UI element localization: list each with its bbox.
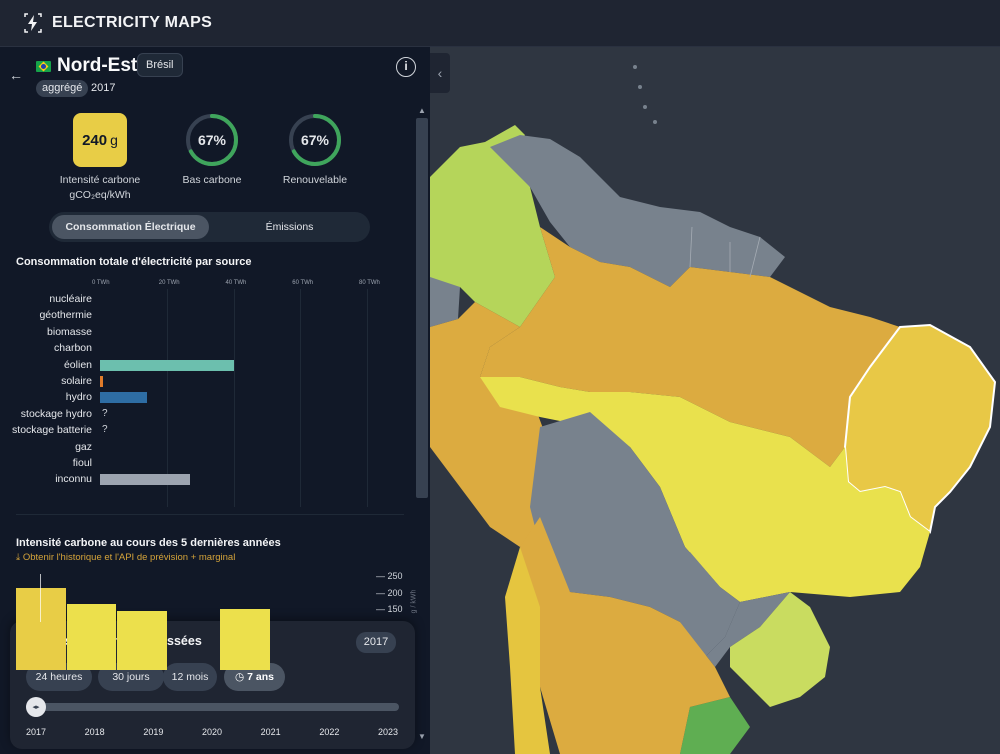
aggregate-badge: aggrégé — [36, 80, 89, 97]
source-label: biomasse — [47, 325, 92, 338]
uruguay-region[interactable] — [680, 697, 750, 754]
source-label: charbon — [54, 342, 92, 355]
download-icon: ⤓ — [16, 552, 21, 563]
source-label: géothermie — [39, 309, 92, 322]
time-slider-thumb[interactable]: ◂▸ — [26, 697, 46, 717]
lightning-icon — [24, 13, 42, 33]
source-label: éolien — [63, 358, 92, 371]
unknown-value-label: ? — [102, 407, 108, 419]
history-bar[interactable] — [117, 610, 167, 670]
source-label: fioul — [72, 457, 92, 469]
history-chart-title: Intensité carbone au cours des 5 dernièr… — [16, 537, 281, 549]
renewable-ring — [289, 114, 341, 166]
source-chart-title: Consommation totale d'électricité par so… — [16, 256, 252, 268]
intensity-unit: g — [110, 132, 118, 148]
panel-scrollbar[interactable] — [416, 118, 428, 498]
axis-tick-label: 60 TWh — [292, 280, 314, 286]
axis-tick-label: 40 TWh — [225, 280, 247, 286]
gridline — [367, 289, 368, 507]
zone-year: 2017 — [91, 82, 116, 94]
source-label: gaz — [75, 440, 92, 453]
paraguay-region[interactable] — [680, 592, 790, 667]
south-brazil-region[interactable] — [730, 592, 830, 707]
low-carbon-ring — [186, 114, 238, 166]
intensity-label-line1: Intensité carbone — [59, 174, 141, 186]
brand-name[interactable]: ELECTRICITY MAPS — [52, 14, 213, 31]
source-bar[interactable] — [100, 392, 147, 404]
zone-name: Nord-Est — [57, 55, 138, 76]
selected-year-badge: 2017 — [356, 632, 396, 653]
source-bar[interactable] — [100, 474, 191, 486]
intensity-label-line2: gCO₂eq/kWh — [69, 189, 131, 201]
source-label: stockage batterie — [12, 424, 92, 437]
year-tick-label: 2021 — [260, 727, 281, 737]
colombia-region[interactable] — [430, 125, 555, 327]
axis-tick-label: 80 TWh — [359, 280, 380, 286]
source-label: solaire — [61, 375, 92, 387]
year-tick-label: 2018 — [84, 727, 105, 737]
source-label: stockage hydro — [20, 407, 92, 420]
back-arrow-icon[interactable]: ← — [9, 67, 23, 83]
history-unit: g / kWh — [410, 589, 418, 614]
intensity-label: Intensité carbone gCO₂eq/kWh — [50, 173, 150, 203]
gridline — [233, 289, 235, 507]
history-api-link[interactable]: ⤓ Obtenir l'historique et l'API de prévi… — [16, 552, 235, 563]
time-slider-track[interactable] — [26, 703, 399, 711]
source-label: nucléaire — [49, 293, 92, 305]
renewable-value: 67% — [300, 132, 330, 148]
central-brazil-region[interactable] — [590, 392, 930, 602]
info-icon[interactable]: i — [396, 57, 416, 77]
year-tick-label: 2023 — [377, 727, 399, 737]
source-bar[interactable] — [100, 376, 104, 387]
renewable-label: Renouvelable — [282, 174, 348, 186]
brazil-flag-icon — [36, 61, 51, 72]
year-tick-label: 2022 — [319, 727, 340, 737]
band-region[interactable] — [480, 377, 640, 427]
intensity-value: 240 — [82, 131, 108, 149]
clock-icon: ◷ — [235, 671, 245, 683]
chile-region[interactable] — [505, 547, 550, 754]
low-carbon-value: 67% — [197, 132, 227, 148]
argentina-region[interactable] — [520, 517, 730, 754]
gridline — [166, 289, 168, 507]
carbon-intensity-box: 240 g — [73, 113, 127, 167]
year-tick-label: 2020 — [201, 727, 223, 737]
history-bar[interactable] — [66, 603, 116, 670]
country-badge: Brésil — [137, 53, 183, 77]
scroll-up-icon[interactable]: ▲ — [418, 106, 426, 115]
history-y-tick: — 200 — [376, 588, 403, 598]
history-api-link-text[interactable]: Obtenir l'historique et l'API de prévisi… — [22, 552, 236, 563]
argentina-north-region[interactable] — [650, 552, 720, 617]
history-y-tick: — 250 — [376, 571, 403, 581]
gridline — [300, 289, 302, 507]
north-brazil-region[interactable] — [480, 227, 900, 467]
source-label: inconnu — [55, 473, 92, 486]
unknown-value-label: ? — [102, 424, 108, 436]
option-12-months[interactable]: 12 mois — [163, 663, 217, 691]
tab-consumption[interactable]: Consommation Électrique — [52, 215, 209, 239]
year-tick-label: 2017 — [25, 727, 47, 737]
year-tick-label: 2019 — [143, 727, 164, 737]
section-divider — [16, 514, 404, 515]
view-toggle: Consommation Électrique Émissions — [49, 212, 370, 242]
top-bar: ELECTRICITY MAPS — [0, 0, 1000, 47]
collapse-panel-button[interactable]: ‹ — [430, 53, 450, 93]
selected-year-marker — [40, 574, 41, 622]
history-y-tick: — 150 — [376, 604, 403, 614]
axis-tick-label: 0 TWh — [92, 280, 110, 286]
scroll-down-icon[interactable]: ▼ — [418, 732, 426, 741]
option-7-years-label: 7 ans — [247, 671, 274, 683]
source-bar[interactable] — [100, 359, 234, 371]
low-carbon-label: Bas carbone — [182, 174, 242, 186]
venezuela-region[interactable] — [490, 135, 785, 287]
history-bar[interactable] — [220, 608, 270, 670]
ecuador-region[interactable] — [430, 277, 460, 327]
source-label: hydro — [65, 391, 92, 404]
tab-emissions[interactable]: Émissions — [265, 221, 314, 233]
axis-tick-label: 20 TWh — [158, 280, 180, 286]
peru-region[interactable] — [430, 302, 550, 547]
world-map[interactable] — [430, 47, 1000, 754]
